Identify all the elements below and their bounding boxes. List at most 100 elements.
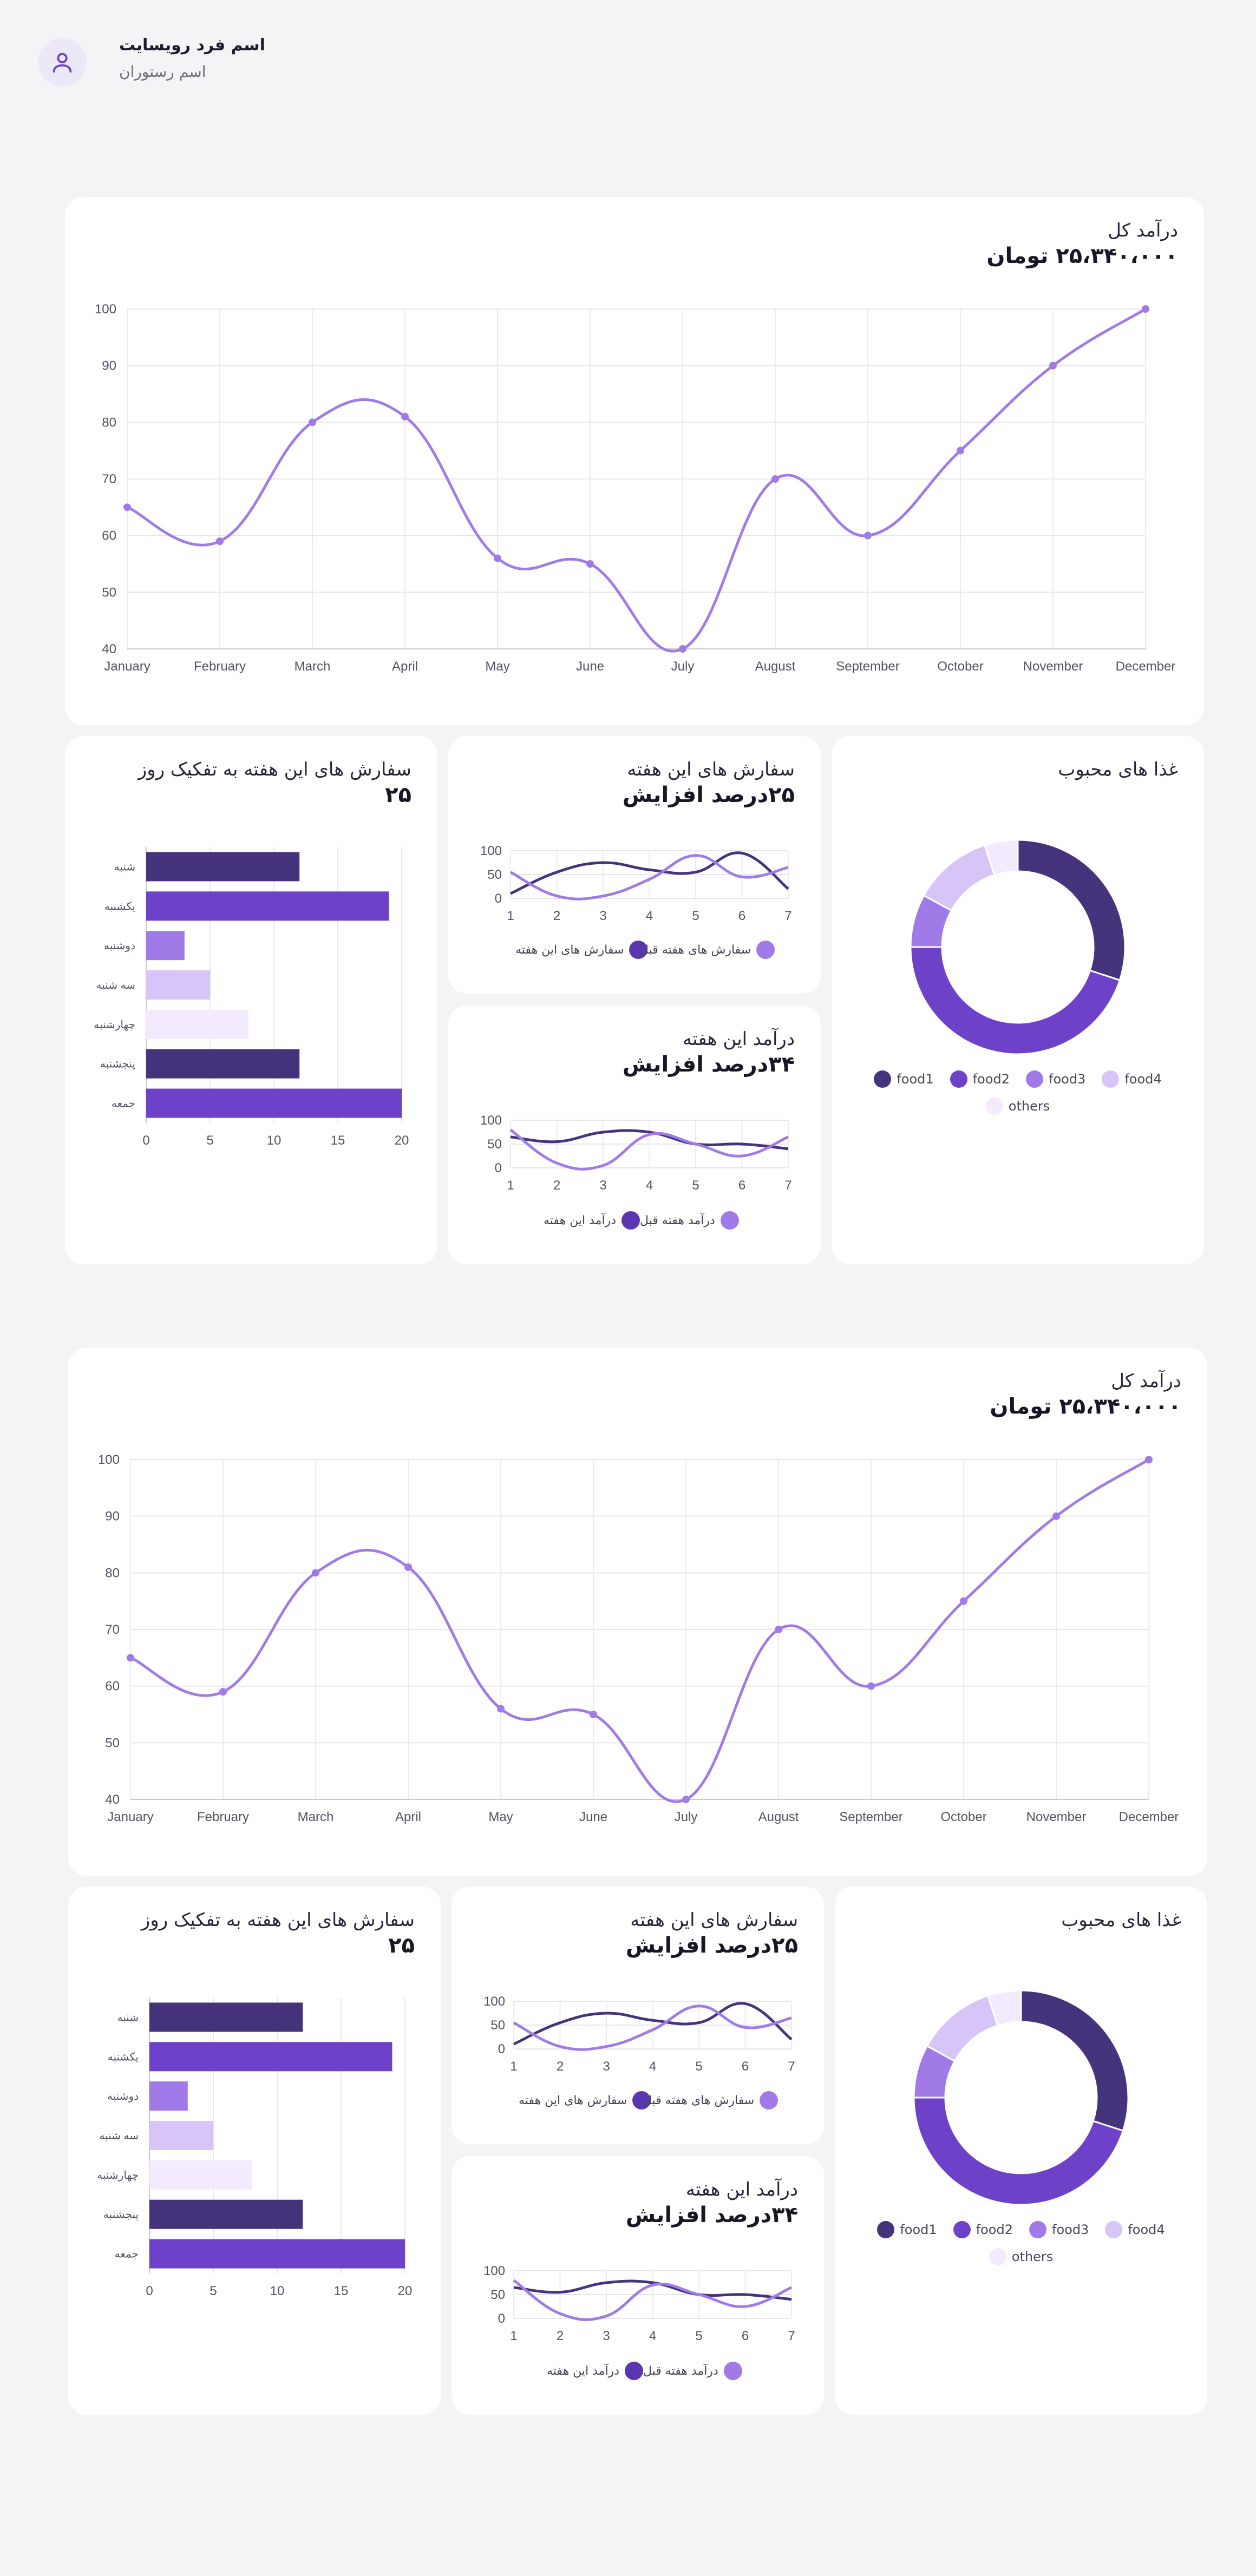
x-tick-label: August (755, 659, 796, 674)
legend-this-week[interactable]: درآمد این هفته (544, 1211, 640, 1230)
x-tick-label: October (940, 1810, 986, 1824)
legend-label: سفارش های این هفته (519, 2093, 627, 2107)
x-tick-label: January (104, 659, 150, 674)
x-tick-label: July (675, 1810, 698, 1824)
legend-label: سفارش های هفته قبل (640, 943, 751, 957)
y-tick-label: 60 (105, 1679, 120, 1694)
avatar[interactable] (38, 38, 87, 87)
x-tick-label: 5 (210, 2284, 217, 2298)
bar (146, 970, 210, 1000)
x-tick-label: 3 (603, 2059, 610, 2074)
data-point (216, 537, 224, 546)
legend-food3[interactable]: food3 (1026, 1070, 1085, 1088)
legend-last-week[interactable]: درآمد هفته قبل (640, 1211, 739, 1230)
weekly-revenue-line-chart: 0 50 100 1 2 3 4 5 6 7 (480, 1113, 792, 1193)
legend-others[interactable]: others (989, 2248, 1053, 2265)
x-tick-label: 4 (646, 909, 653, 923)
bar (146, 931, 185, 961)
popular-foods-donut-chart (910, 839, 1126, 1055)
legend-food1[interactable]: food1 (877, 2221, 937, 2238)
user-icon (53, 52, 72, 73)
bar (149, 2002, 303, 2032)
y-tick-label: جمعه (112, 1098, 135, 1110)
y-tick-label: 40 (105, 1792, 120, 1807)
donut-slice (983, 839, 1019, 876)
weekly-orders-value: ۲۵درصد افزایش (625, 1933, 798, 1958)
weekly-revenue-card: درآمد این هفته ۳۴درصد افزایش 0 50 100 1 2 3 4 5… (452, 2156, 824, 2415)
legend-label: food1 (897, 1072, 934, 1087)
data-point (1145, 1456, 1153, 1463)
y-tick-label: 100 (483, 1994, 505, 2009)
legend-dot (756, 941, 775, 959)
legend-others[interactable]: others (985, 1098, 1050, 1115)
legend-this-week[interactable]: سفارش های این هفته (515, 941, 648, 959)
series-line (509, 1128, 789, 1171)
legend-food3[interactable]: food3 (1029, 2221, 1089, 2238)
donut-slice (923, 844, 996, 912)
revenue-card: درآمد کل ۲۵،۳۴۰،۰۰۰ تومان 40 50 60 70 80 90 10… (68, 1348, 1207, 1876)
legend-last-week[interactable]: سفارش های هفته قبل (643, 2091, 779, 2110)
bar (149, 2081, 188, 2111)
weekly-orders-title: سفارش های این هفته (627, 759, 795, 780)
weekly-orders-value: ۲۵درصد افزایش (622, 783, 795, 807)
legend-label: food3 (1049, 1072, 1086, 1087)
x-tick-label: August (758, 1810, 799, 1824)
data-point (867, 1682, 875, 1690)
y-tick-label: 50 (487, 868, 502, 882)
legend-this-week[interactable]: درآمد این هفته (547, 2362, 643, 2380)
y-tick-label: 50 (487, 1137, 502, 1152)
x-tick-label: 5 (695, 2059, 702, 2074)
legend-label: سفارش های این هفته (515, 943, 624, 957)
bar (149, 2160, 252, 2190)
legend-food2[interactable]: food2 (953, 2221, 1013, 2238)
popular-foods-card: غذا های محبوب food1 food2 food3 food4 ot… (835, 1887, 1207, 2415)
legend-last-week[interactable]: سفارش های هفته قبل (640, 941, 775, 959)
legend-last-week[interactable]: درآمد هفته قبل (643, 2362, 742, 2380)
bar (149, 2239, 405, 2269)
daily-orders-value: ۲۵ (388, 1933, 415, 1958)
legend-dot (877, 2221, 895, 2238)
revenue-line-chart: 40 50 60 70 80 90 100 January February March April… (95, 302, 1175, 674)
x-tick-label: 2 (553, 909, 560, 923)
legend-food4[interactable]: food4 (1102, 1070, 1162, 1088)
x-tick-label: 4 (649, 2059, 656, 2074)
donut-slice (910, 946, 1121, 1055)
weekly-orders-line-chart: 0 50 100 1 2 3 4 5 6 7 (483, 1994, 795, 2074)
x-tick-label: 6 (738, 909, 745, 923)
y-tick-label: یکشنبه (104, 901, 135, 912)
legend-label: درآمد هفته قبل (643, 2364, 718, 2378)
weekly-orders-card: سفارش های این هفته ۲۵درصد افزایش 0 50 100 1… (452, 1887, 824, 2144)
legend-this-week[interactable]: سفارش های این هفته (519, 2091, 651, 2110)
legend-food4[interactable]: food4 (1105, 2221, 1165, 2238)
legend-dot (629, 941, 648, 959)
daily-orders-bar-chart: 0 5 10 15 20 شنبه یکشنبه دوشنبه سه شنبه چهارشنبه پ… (97, 1997, 412, 2298)
legend-label: food4 (1128, 2222, 1165, 2237)
legend-dot (622, 1211, 640, 1230)
series-line (509, 851, 789, 895)
legend-dot (1026, 1070, 1043, 1088)
daily-orders-title: سفارش های این هفته به تفکیک روز (138, 759, 411, 780)
legend-label: others (1008, 1099, 1050, 1114)
legend-food2[interactable]: food2 (950, 1070, 1010, 1088)
daily-orders-value: ۲۵ (385, 783, 411, 807)
restaurant-name: اسم رستوران (119, 63, 206, 81)
series-line (513, 2279, 792, 2301)
legend-food1[interactable]: food1 (874, 1070, 934, 1088)
site-name: اسم فرد رو‌یسایت (119, 36, 265, 55)
data-point (123, 503, 131, 511)
legend-label: food1 (900, 2222, 937, 2237)
weekly-orders-card: سفارش های این هفته ۲۵درصد افزایش 0 50 100 1… (448, 736, 821, 994)
x-tick-label: July (671, 659, 695, 674)
legend-dot (989, 2248, 1006, 2265)
x-tick-label: 5 (692, 909, 699, 923)
y-tick-label: 80 (102, 415, 116, 430)
popular-foods-legend: food1 food2 food3 food4 others (832, 1070, 1204, 1115)
legend-dot (632, 2091, 651, 2110)
revenue-value: ۲۵،۳۴۰،۰۰۰ تومان (986, 244, 1178, 268)
bar (146, 1049, 300, 1079)
x-tick-label: 5 (695, 2329, 702, 2343)
x-tick-label: 2 (553, 1178, 560, 1193)
data-point (590, 1711, 597, 1718)
y-tick-label: 0 (495, 891, 502, 906)
bar (149, 2199, 303, 2229)
